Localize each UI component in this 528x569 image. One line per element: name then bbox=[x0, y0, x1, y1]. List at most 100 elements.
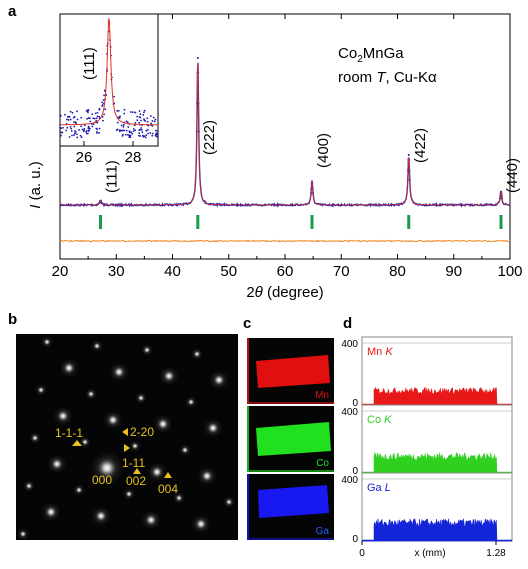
inset-point bbox=[96, 128, 99, 131]
inset-point bbox=[122, 133, 124, 136]
inset-point bbox=[141, 131, 144, 134]
inset-point bbox=[139, 128, 142, 131]
profile-x-tick-1-28: 1.28 bbox=[486, 548, 506, 559]
inset-point bbox=[140, 127, 143, 129]
inset-point bbox=[88, 127, 91, 129]
inset-point bbox=[87, 111, 89, 114]
inset-point bbox=[73, 115, 76, 118]
inset-point bbox=[78, 129, 80, 131]
x-tick-label: 80 bbox=[389, 263, 406, 280]
inset-point bbox=[93, 117, 96, 120]
profile-series-label: Ga L bbox=[367, 482, 391, 494]
saed-spot bbox=[94, 343, 100, 349]
inset-point bbox=[155, 135, 158, 138]
saed-spot bbox=[208, 423, 218, 433]
eds-map-co: Co bbox=[247, 406, 334, 472]
xrd-bragg-markers bbox=[99, 215, 503, 229]
profile-y-tick-400: 400 bbox=[341, 339, 358, 350]
saed-spot bbox=[196, 519, 206, 529]
inset-point bbox=[94, 112, 97, 115]
eds-map-ga-region bbox=[258, 485, 329, 518]
profile-x-axis-title: x (mm) bbox=[414, 548, 445, 559]
profile-series-label: Co K bbox=[367, 414, 392, 426]
xrd-annotation-conditions: room T, Cu-Kα bbox=[338, 69, 437, 86]
inset-point bbox=[138, 132, 141, 135]
x-tick-label: 90 bbox=[445, 263, 462, 280]
inset-point bbox=[96, 121, 99, 124]
inset-point bbox=[70, 130, 73, 132]
inset-point bbox=[87, 109, 90, 111]
profile-y-tick-400: 400 bbox=[341, 475, 358, 486]
inset-point bbox=[119, 115, 121, 118]
saed-spot bbox=[226, 499, 232, 505]
inset-point bbox=[142, 134, 144, 137]
saed-spot bbox=[214, 375, 224, 385]
inset-point bbox=[80, 125, 83, 128]
inset-point bbox=[123, 112, 126, 115]
x-tick-label: 60 bbox=[277, 263, 294, 280]
xrd-x-ticks: 20 30 40 50 60 70 80 90 100 bbox=[52, 14, 523, 280]
inset-point bbox=[144, 120, 147, 122]
inset-tick-label-26: 26 bbox=[76, 149, 93, 166]
inset-point bbox=[96, 132, 98, 134]
inset-point bbox=[66, 118, 68, 121]
peak-label: (440) bbox=[504, 158, 521, 193]
saed-arrow-icon bbox=[164, 472, 172, 478]
peak-label: (111) bbox=[104, 160, 121, 193]
inset-point bbox=[61, 131, 64, 134]
eds-map-mn: Mn bbox=[247, 338, 334, 404]
inset-point bbox=[115, 129, 118, 132]
eds-map-label-co: Co bbox=[316, 458, 329, 469]
saed-spot bbox=[132, 443, 138, 449]
xrd-x-axis-title: 2θ (degree) bbox=[246, 284, 323, 301]
inset-point bbox=[156, 129, 159, 132]
inset-point bbox=[123, 129, 126, 132]
inset-point bbox=[60, 127, 63, 130]
inset-point bbox=[152, 116, 155, 119]
saed-spot bbox=[188, 399, 194, 405]
inset-point bbox=[67, 119, 70, 121]
inset-point bbox=[73, 132, 76, 135]
inset-point bbox=[102, 119, 104, 122]
inset-point bbox=[91, 113, 94, 116]
x-tick-label: 30 bbox=[108, 263, 125, 280]
inset-point bbox=[139, 116, 142, 119]
inset-point bbox=[102, 99, 105, 102]
inset-point bbox=[129, 136, 132, 139]
inset-point bbox=[80, 136, 83, 139]
inset-point bbox=[139, 113, 142, 116]
saed-spot bbox=[158, 419, 168, 429]
inset-point bbox=[147, 132, 149, 135]
inset-point bbox=[129, 111, 132, 113]
inset-point bbox=[101, 104, 104, 106]
inset-point bbox=[76, 118, 79, 121]
saed-spot bbox=[176, 495, 182, 501]
saed-spot bbox=[82, 439, 88, 445]
profile-x-tick-0: 0 bbox=[359, 548, 365, 559]
saed-spot bbox=[76, 487, 82, 493]
saed-spot bbox=[182, 447, 188, 453]
saed-spot bbox=[96, 511, 106, 521]
inset-point bbox=[119, 130, 121, 133]
inset-point bbox=[91, 125, 94, 128]
inset-point bbox=[116, 121, 119, 124]
inset-point bbox=[73, 125, 76, 128]
profile-y-tick-0: 0 bbox=[352, 534, 358, 545]
inset-point bbox=[145, 129, 148, 132]
profile-area-mn bbox=[362, 386, 512, 406]
inset-point bbox=[131, 132, 134, 135]
profile-y-tick-0: 0 bbox=[352, 466, 358, 477]
inset-point bbox=[73, 134, 75, 136]
inset-point bbox=[120, 124, 123, 127]
inset-point bbox=[98, 132, 100, 134]
observed-point bbox=[196, 57, 199, 59]
bragg-marker bbox=[310, 215, 314, 229]
inset-point bbox=[79, 134, 82, 137]
inset-point bbox=[71, 111, 74, 114]
inset-point bbox=[140, 119, 142, 122]
eds-map-co-region bbox=[256, 422, 331, 456]
inset-point bbox=[68, 136, 71, 138]
inset-point bbox=[104, 108, 107, 111]
inset-point bbox=[144, 136, 147, 139]
eds-map-ga: Ga bbox=[247, 474, 334, 540]
